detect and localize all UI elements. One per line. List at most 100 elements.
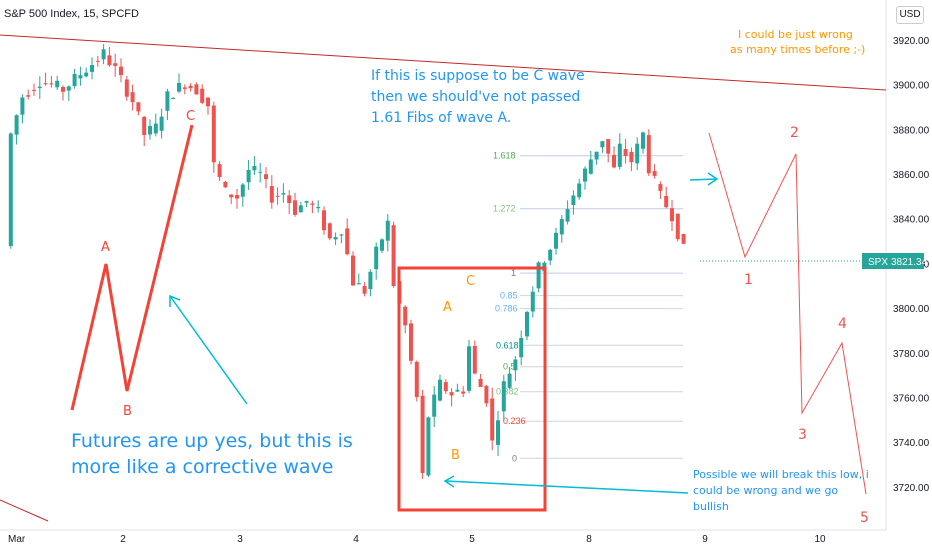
candle-body [206, 97, 210, 107]
projection-label-1: 1 [744, 272, 753, 288]
candle-body [484, 386, 489, 404]
candle-body [681, 234, 686, 244]
last-price-value: 3821.34 [891, 257, 928, 268]
candle-body [124, 79, 129, 97]
candle-body [351, 255, 355, 286]
annotation-bottom-left: Futures are up yes, but this is more lik… [71, 430, 359, 478]
annotation-bottom-right: Possible we will break this low, i could… [693, 468, 872, 513]
candle-body [617, 143, 622, 167]
candle-body [356, 283, 361, 285]
projection-label-3: 3 [798, 427, 807, 443]
candle-body [165, 91, 170, 111]
arrow-right-icon[interactable] [689, 172, 719, 186]
candle-body [571, 195, 576, 205]
price-tick-label: 3880.00 [893, 125, 930, 136]
candle-body [49, 83, 54, 85]
candle-body [670, 208, 674, 222]
candle-body [43, 83, 48, 85]
candle-body [385, 220, 390, 241]
candle-body [583, 168, 587, 182]
fib-level-label: 0.85 [500, 291, 518, 301]
candle-body [32, 89, 36, 91]
candle-body [420, 395, 425, 473]
time-tick-label: 2 [120, 534, 126, 545]
fib-level-label: 0.382 [496, 387, 519, 397]
last-price-tag [862, 253, 924, 269]
candle-body [554, 232, 558, 249]
price-tick-label: 3840.00 [893, 215, 930, 226]
abc-zigzag-left[interactable] [70, 124, 194, 411]
candle-body [426, 417, 431, 476]
candle-body [211, 105, 216, 163]
candle-body [658, 184, 663, 191]
candle-body [72, 74, 77, 87]
candle-body [327, 223, 332, 239]
candle-body [246, 170, 251, 183]
candle-body [8, 133, 13, 247]
candle-body [467, 346, 471, 391]
candle-body [153, 123, 158, 134]
time-tick-label: 10 [814, 534, 826, 545]
price-tick-label: 3920.00 [893, 36, 930, 47]
candle-body [646, 135, 651, 174]
fib-level-label: 0 [512, 453, 517, 463]
price-tick-label: 3740.00 [893, 438, 930, 449]
candle-body [507, 373, 512, 388]
candle-body [66, 86, 71, 91]
wave-label-a-box: A [443, 300, 452, 315]
candle-body [577, 183, 582, 198]
candle-body [652, 171, 657, 176]
arrow-left-icon[interactable] [443, 475, 689, 494]
highlight-box[interactable] [397, 266, 547, 512]
candle-body [536, 262, 541, 289]
candle-body [107, 55, 112, 66]
candle-body [333, 237, 338, 240]
candle-body [635, 143, 640, 164]
candle-body [275, 195, 280, 197]
candle-body [414, 361, 419, 398]
candle-body [269, 186, 274, 203]
candle-body [240, 184, 245, 197]
candle-body [316, 207, 321, 209]
candle-body [623, 149, 628, 156]
candle-body [472, 346, 477, 374]
wave-label-c-left: C [186, 109, 195, 124]
candle-body [432, 394, 437, 417]
candle-body [200, 88, 205, 103]
candle-body [438, 379, 442, 401]
fib-retracement[interactable]: 0 0.236 0.382 0.5 0.618 0.786 0.85 1 1.272 1.618 [493, 151, 683, 464]
candle-body [501, 381, 506, 412]
candle-body [368, 271, 373, 290]
projection-path[interactable] [708, 132, 867, 495]
candle-body [403, 306, 408, 326]
candle-body [101, 49, 106, 60]
candles-group [8, 44, 686, 479]
candle-body [182, 87, 187, 89]
candle-body [61, 87, 65, 92]
currency-button[interactable]: USD [896, 6, 924, 24]
candle-body [113, 63, 118, 66]
candle-body [95, 60, 100, 62]
time-tick-label: 8 [586, 534, 592, 545]
arrow-up-left-icon[interactable] [169, 294, 248, 405]
candle-body [235, 195, 239, 199]
last-price-symbol: SPX [868, 257, 888, 268]
price-tick-label: 3900.00 [893, 81, 930, 92]
candle-body [55, 80, 60, 88]
candle-body [519, 338, 524, 358]
resistance-trend-line[interactable] [0, 34, 887, 91]
candle-body [606, 139, 611, 154]
candle-body [374, 246, 379, 270]
candle-body [612, 154, 616, 168]
candle-body [14, 115, 19, 135]
candle-body [136, 102, 141, 112]
candle-body [525, 312, 529, 337]
fib-level-label: 0.5 [503, 362, 516, 372]
price-tick-label: 3780.00 [893, 349, 930, 360]
candle-body [449, 392, 454, 396]
chart-header-title: S&P 500 Index, 15, SPCFD [4, 8, 139, 20]
lower-trend-line[interactable] [0, 499, 49, 522]
candle-body [443, 382, 448, 392]
candle-body [223, 181, 228, 188]
